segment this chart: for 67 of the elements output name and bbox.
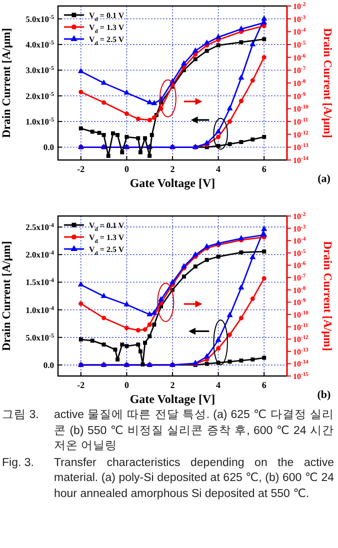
- y-tick-label: 2.0x10$^{-4}$: [26, 250, 54, 260]
- y2-tick-label: 10$^{-10}$: [293, 310, 309, 320]
- legend-label: V$_{d}$ = 2.5 V: [89, 245, 124, 257]
- text: (b): [317, 389, 332, 401]
- y-tick-label: 3.0x10$^{-5}$: [26, 65, 54, 76]
- y-tick-label: 5.0x10$^{-5}$: [26, 14, 54, 24]
- x-tick-label: 0: [124, 164, 130, 174]
- y2-tick-label: 10$^{-11}$: [293, 322, 308, 332]
- y2-tick-label: 10$^{-2}$: [293, 2, 306, 11]
- y2-tick-label: 10$^{-5}$: [293, 40, 306, 50]
- text: (a): [318, 173, 331, 185]
- y-tick-label: 1.5x10$^{-4}$: [26, 277, 54, 288]
- caption: 그림 3.: [2, 408, 40, 423]
- x-tick-label: 6: [262, 164, 267, 174]
- x-tick-label: 2: [170, 164, 176, 174]
- y-tick-label: 2.0x10$^{-5}$: [26, 90, 54, 101]
- x-tick-label: -2: [77, 380, 86, 390]
- y-axis-title: Drain Current [A/μm]: [1, 28, 13, 138]
- y2-tick-label: 10$^{-3}$: [293, 14, 306, 24]
- y2-axis-title: Drain Current [A/μm]: [321, 28, 333, 138]
- legend-label: V$_{d}$ = 0.1 V: [89, 221, 124, 233]
- y2-tick-label: 10$^{-7}$: [293, 66, 306, 76]
- y-tick-label: 2.5x10$^{-4}$: [26, 222, 54, 232]
- y-axis-title: Drain Current [A/μm]: [1, 241, 13, 351]
- y2-tick-label: 10$^{-14}$: [293, 156, 309, 165]
- x-axis-title: Gate Voltage [V]: [130, 392, 216, 406]
- y2-tick-label: 10$^{-7}$: [293, 274, 306, 283]
- x-tick-label: 4: [216, 164, 222, 174]
- text: active 물질에 따른 전달 특성. (a) 625 ℃ 다결정 실리콘 (b) 550 ℃ 비정질 실리콘 증착 후, 600 ℃ 24 시간 저온 어닐링: [54, 408, 334, 454]
- y2-tick-label: 10$^{-15}$: [293, 372, 309, 381]
- y2-tick-label: 10$^{-4}$: [293, 236, 306, 246]
- y-tick-label: 1.0x10$^{-5}$: [26, 116, 54, 126]
- y2-tick-label: 10$^{-3}$: [293, 224, 306, 234]
- y2-tick-label: 10$^{-8}$: [293, 79, 306, 88]
- y2-tick-label: 10$^{-9}$: [293, 92, 306, 101]
- y2-tick-label: 10$^{-12}$: [293, 130, 309, 140]
- y2-tick-label: 10$^{-2}$: [293, 212, 306, 221]
- y-tick-label: 0.0: [43, 360, 54, 370]
- y2-tick-label: 10$^{-9}$: [293, 298, 306, 308]
- y2-tick-label: 10$^{-13}$: [293, 143, 309, 152]
- y2-tick-label: 10$^{-6}$: [293, 261, 306, 270]
- x-tick-label: 0: [124, 380, 130, 390]
- y2-tick-label: 10$^{-13}$: [293, 347, 309, 356]
- legend-label: V$_{d}$ = 2.5 V: [89, 35, 124, 47]
- y2-tick-label: 10$^{-10}$: [293, 104, 309, 114]
- y-tick-label: 0.0: [43, 142, 54, 152]
- x-axis-title: Gate Voltage [V]: [130, 176, 216, 190]
- legend-label: V$_{d}$ = 1.3 V: [89, 233, 124, 245]
- x-tick-label: -2: [77, 164, 86, 174]
- y2-tick-label: 10$^{-6}$: [293, 53, 306, 62]
- y-tick-label: 4.0x10$^{-5}$: [26, 40, 54, 50]
- caption: Fig. 3.: [2, 456, 35, 470]
- x-tick-label: 2: [170, 380, 176, 390]
- y-tick-label: 1.0x10$^{-4}$: [26, 304, 54, 315]
- y2-tick-label: 10$^{-12}$: [293, 335, 309, 344]
- x-tick-label: 6: [262, 380, 267, 390]
- y2-tick-label: 10$^{-14}$: [293, 360, 309, 369]
- legend-label: V$_{d}$ = 1.3 V: [89, 23, 124, 35]
- y2-tick-label: 10$^{-11}$: [293, 118, 308, 126]
- y2-axis-title: Drain Current [A/μm]: [321, 241, 333, 351]
- y2-tick-label: 10$^{-8}$: [293, 286, 306, 295]
- y2-tick-label: 10$^{-4}$: [293, 28, 306, 37]
- y2-tick-label: 10$^{-5}$: [293, 248, 306, 258]
- legend-label: V$_{d}$ = 0.1 V: [89, 11, 124, 23]
- y-tick-label: 5.0x10$^{-5}$: [26, 332, 54, 342]
- x-tick-label: 4: [216, 380, 222, 390]
- text: Transfer characteristics depending on the active material. (a) poly-Si deposited at 625 ℃, (b) 600 ℃ 24 hour annealed amorphous Si deposited at 550 ℃.: [54, 456, 334, 502]
